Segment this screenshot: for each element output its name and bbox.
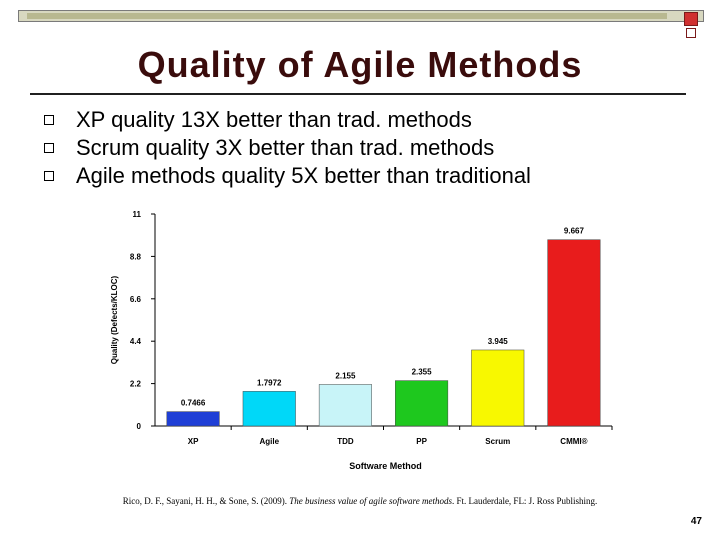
citation-book-title: The business value of agile software met… — [289, 496, 452, 506]
y-tick-label: 4.4 — [130, 337, 142, 346]
x-axis-label: Software Method — [349, 461, 422, 471]
bullet-list: XP quality 13X better than trad. methods… — [44, 106, 531, 190]
bullet-text: Scrum quality 3X better than trad. metho… — [76, 135, 495, 160]
bar-value-label: 2.155 — [335, 371, 356, 380]
bar — [395, 380, 449, 427]
decorative-top-bar — [18, 10, 704, 22]
citation-authors: Rico, D. F., Sayani, H. H., & Sone, S. (… — [122, 496, 290, 506]
y-tick-label: 8.8 — [130, 252, 142, 261]
bar — [471, 349, 525, 427]
top-bar-accent — [27, 13, 667, 19]
corner-square-outline — [686, 28, 696, 38]
title-underline — [30, 93, 686, 95]
bar-value-label: 3.945 — [488, 337, 509, 346]
x-tick-label: XP — [188, 437, 199, 446]
bar — [242, 391, 296, 427]
x-tick-label: Scrum — [485, 437, 510, 446]
slide-title: Quality of Agile Methods — [137, 44, 583, 85]
bullet-item: XP quality 13X better than trad. methods — [44, 106, 531, 134]
bar-chart: 0 2.2 4.4 6.6 8.8 11 Quality (Defects/KLOC) 0.7… — [110, 210, 613, 471]
bullet-text: Agile methods quality 5X better than tra… — [76, 163, 531, 188]
bar — [547, 239, 601, 427]
bar — [318, 384, 372, 427]
x-tick-label: Agile — [259, 437, 279, 446]
x-tick-label: PP — [416, 437, 427, 446]
bar-value-label: 2.355 — [412, 368, 433, 377]
corner-square-filled — [684, 12, 698, 26]
y-tick-label: 11 — [133, 210, 142, 219]
checkbox-bullet-icon — [44, 171, 54, 181]
bar-value-label: 9.667 — [564, 227, 585, 236]
x-tick-label: CMMI® — [560, 437, 587, 446]
y-tick-label: 2.2 — [130, 380, 142, 389]
bullet-text: XP quality 13X better than trad. methods — [76, 107, 472, 132]
bar-value-label: 0.7466 — [181, 399, 206, 408]
checkbox-bullet-icon — [44, 143, 54, 153]
bar — [166, 411, 220, 427]
y-axis-label: Quality (Defects/KLOC) — [110, 275, 119, 364]
checkbox-bullet-icon — [44, 115, 54, 125]
page-number: 47 — [690, 516, 702, 527]
citation-publisher: . Ft. Lauderdale, FL: J. Ross Publishing… — [451, 496, 598, 506]
bullet-item: Agile methods quality 5X better than tra… — [44, 162, 531, 190]
citation: Rico, D. F., Sayani, H. H., & Sone, S. (… — [0, 496, 720, 506]
bullet-item: Scrum quality 3X better than trad. metho… — [44, 134, 531, 162]
x-tick-label: TDD — [337, 437, 354, 446]
bar-value-label: 1.7972 — [257, 378, 282, 387]
y-tick-label: 0 — [137, 422, 142, 431]
y-tick-label: 6.6 — [130, 295, 142, 304]
